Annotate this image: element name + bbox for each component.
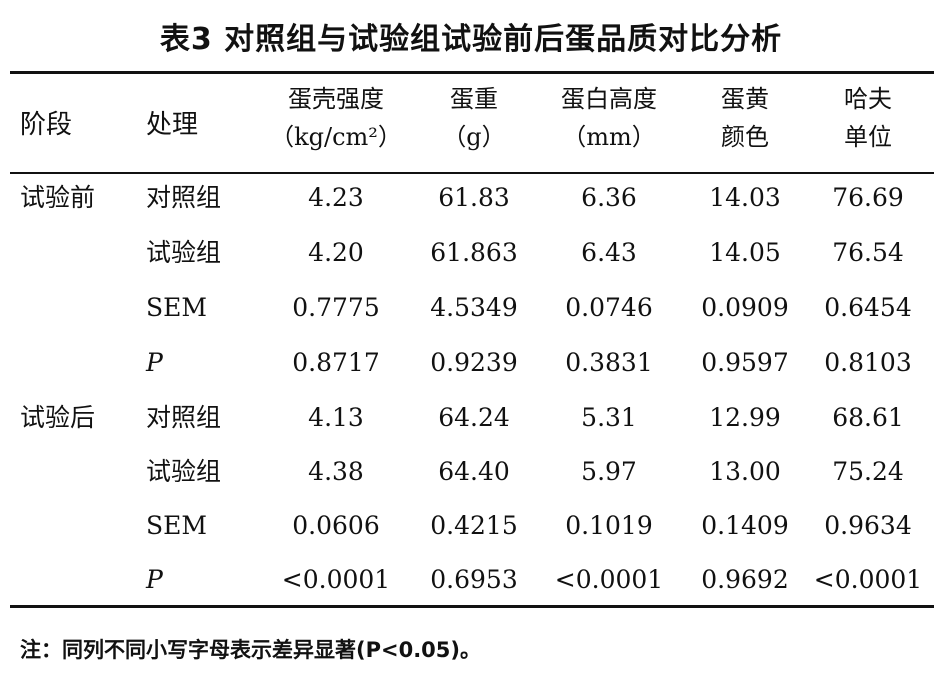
- row-treatment: P: [146, 565, 163, 594]
- header-yolk-color-line2: 颜色: [721, 123, 769, 151]
- header-stage: 阶段: [20, 110, 73, 140]
- value-shell-strength: 4.38: [308, 457, 364, 486]
- value-yolk-color: 12.99: [709, 403, 781, 432]
- value-haugh-unit: 0.8103: [824, 348, 912, 377]
- row-treatment: 对照组: [146, 403, 222, 432]
- row-stage: 试验后: [20, 403, 96, 432]
- value-albumen-height: 5.31: [581, 403, 637, 432]
- row-treatment: 对照组: [146, 183, 222, 212]
- value-egg-weight: 61.863: [430, 238, 518, 267]
- header-yolk-color-line1: 蛋黄: [721, 85, 769, 113]
- row-treatment: SEM: [146, 293, 207, 322]
- value-albumen-height: 0.1019: [565, 511, 653, 540]
- header-albumen-height-unit: （mm）: [562, 123, 656, 151]
- row-treatment: P: [146, 348, 163, 377]
- value-egg-weight: 0.6953: [430, 565, 518, 594]
- value-haugh-unit: <0.0001: [813, 565, 923, 594]
- value-shell-strength: <0.0001: [281, 565, 391, 594]
- value-egg-weight: 64.24: [438, 403, 510, 432]
- value-yolk-color: 14.03: [709, 183, 781, 212]
- value-haugh-unit: 68.61: [832, 403, 904, 432]
- header-shell-strength-line1: 蛋壳强度: [288, 85, 384, 113]
- value-shell-strength: 4.20: [308, 238, 364, 267]
- header-shell-strength-unit: （kg/cm²）: [270, 123, 402, 151]
- header-rule: [10, 172, 934, 174]
- value-egg-weight: 0.4215: [430, 511, 518, 540]
- top-rule: [10, 71, 934, 74]
- value-yolk-color: 0.1409: [701, 511, 789, 540]
- value-shell-strength: 0.7775: [292, 293, 380, 322]
- header-haugh-unit-line1: 哈夫: [844, 85, 892, 113]
- value-albumen-height: 0.0746: [565, 293, 653, 322]
- value-shell-strength: 0.8717: [292, 348, 380, 377]
- bottom-rule: [10, 605, 934, 608]
- value-albumen-height: <0.0001: [554, 565, 664, 594]
- row-treatment: SEM: [146, 511, 207, 540]
- value-haugh-unit: 76.69: [832, 183, 904, 212]
- value-albumen-height: 0.3831: [565, 348, 653, 377]
- value-albumen-height: 6.43: [581, 238, 637, 267]
- value-haugh-unit: 76.54: [832, 238, 904, 267]
- value-egg-weight: 0.9239: [430, 348, 518, 377]
- row-stage: 试验前: [20, 183, 96, 212]
- header-egg-weight-line1: 蛋重: [450, 85, 498, 113]
- value-haugh-unit: 0.9634: [824, 511, 912, 540]
- value-yolk-color: 14.05: [709, 238, 781, 267]
- header-albumen-height: 蛋白高度 （mm）: [561, 80, 657, 156]
- header-albumen-height-line1: 蛋白高度: [561, 85, 657, 113]
- table-title: 表3 对照组与试验组试验前后蛋品质对比分析: [159, 22, 783, 57]
- header-yolk-color: 蛋黄 颜色: [721, 80, 769, 156]
- value-shell-strength: 4.13: [308, 403, 364, 432]
- header-haugh-unit-line2: 单位: [844, 123, 892, 151]
- header-shell-strength: 蛋壳强度 （kg/cm²）: [270, 80, 402, 156]
- header-egg-weight: 蛋重 （g）: [442, 80, 505, 156]
- table-footnote: 注：同列不同小写字母表示差异显著(P<0.05)。: [20, 638, 481, 662]
- value-yolk-color: 0.0909: [701, 293, 789, 322]
- value-yolk-color: 0.9692: [701, 565, 789, 594]
- value-haugh-unit: 0.6454: [824, 293, 912, 322]
- row-treatment: 试验组: [146, 238, 222, 267]
- header-haugh-unit: 哈夫 单位: [844, 80, 892, 156]
- value-albumen-height: 5.97: [581, 457, 637, 486]
- value-shell-strength: 4.23: [308, 183, 364, 212]
- value-egg-weight: 61.83: [438, 183, 510, 212]
- value-haugh-unit: 75.24: [832, 457, 904, 486]
- value-yolk-color: 13.00: [709, 457, 781, 486]
- value-yolk-color: 0.9597: [701, 348, 789, 377]
- value-egg-weight: 64.40: [438, 457, 510, 486]
- header-treatment: 处理: [146, 110, 199, 140]
- header-egg-weight-unit: （g）: [442, 123, 506, 151]
- row-treatment: 试验组: [146, 457, 222, 486]
- value-albumen-height: 6.36: [581, 183, 637, 212]
- value-egg-weight: 4.5349: [430, 293, 518, 322]
- value-shell-strength: 0.0606: [292, 511, 380, 540]
